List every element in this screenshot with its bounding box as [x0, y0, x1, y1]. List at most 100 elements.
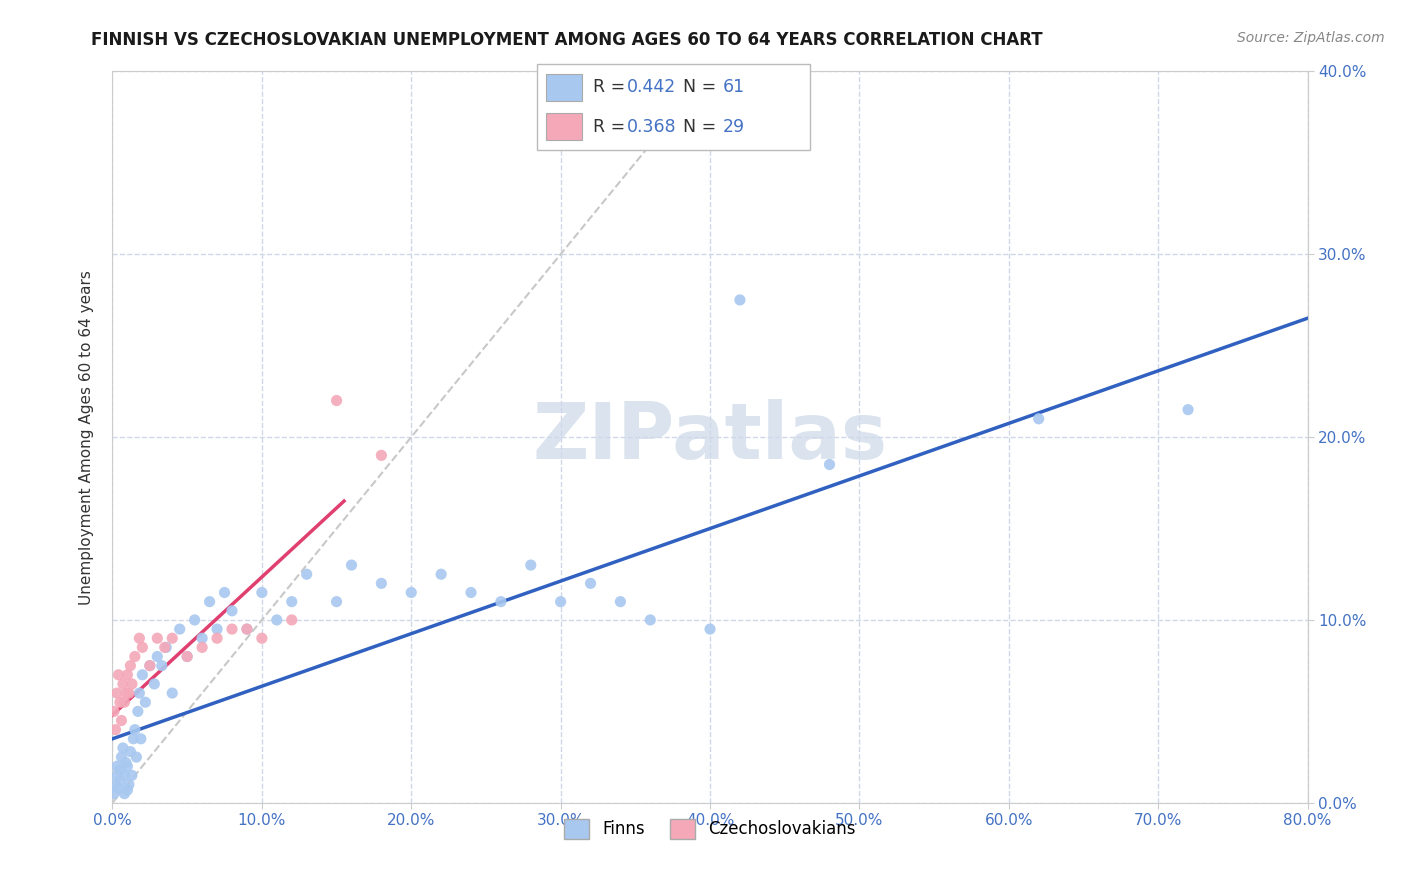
Point: [699, 622, 721, 636]
Text: N =: N =: [683, 78, 723, 95]
Point: [131, 640, 153, 655]
Point: [250, 585, 273, 599]
Point: [120, 658, 142, 673]
Point: [281, 594, 304, 608]
Point: [105, 686, 128, 700]
Point: [579, 576, 602, 591]
Text: 0.442: 0.442: [627, 78, 676, 95]
Text: 29: 29: [723, 118, 745, 136]
Point: [191, 640, 214, 655]
Point: [105, 759, 128, 773]
Point: [128, 632, 150, 646]
Point: [325, 594, 347, 608]
Point: [221, 604, 243, 618]
FancyBboxPatch shape: [537, 64, 810, 150]
Text: ZIPatlas: ZIPatlas: [533, 399, 887, 475]
Point: [520, 558, 543, 573]
Point: [120, 745, 142, 759]
Point: [183, 613, 205, 627]
Y-axis label: Unemployment Among Ages 60 to 64 years: Unemployment Among Ages 60 to 64 years: [79, 269, 94, 605]
Point: [295, 567, 318, 582]
Point: [401, 585, 423, 599]
Point: [110, 714, 132, 728]
Point: [114, 695, 135, 709]
Point: [640, 613, 662, 627]
Point: [122, 731, 145, 746]
Point: [489, 594, 512, 608]
Point: [609, 594, 631, 608]
Point: [105, 768, 128, 782]
Point: [128, 686, 150, 700]
Point: [117, 783, 139, 797]
Point: [107, 781, 129, 796]
Point: [108, 763, 131, 777]
Point: [162, 632, 183, 646]
Point: [103, 787, 125, 801]
Point: [728, 293, 751, 307]
Text: FINNISH VS CZECHOSLOVAKIAN UNEMPLOYMENT AMONG AGES 60 TO 64 YEARS CORRELATION CH: FINNISH VS CZECHOSLOVAKIAN UNEMPLOYMENT …: [91, 31, 1043, 49]
Point: [214, 585, 236, 599]
Point: [340, 558, 363, 573]
Point: [198, 594, 221, 608]
FancyBboxPatch shape: [546, 113, 582, 140]
Point: [111, 740, 134, 755]
Point: [110, 750, 132, 764]
Point: [1177, 402, 1199, 417]
Point: [114, 787, 135, 801]
Point: [143, 677, 166, 691]
Point: [169, 622, 191, 636]
Point: [250, 632, 273, 646]
Point: [134, 695, 156, 709]
Point: [176, 649, 198, 664]
Point: [460, 585, 482, 599]
Point: [117, 759, 139, 773]
Point: [370, 576, 392, 591]
Text: Source: ZipAtlas.com: Source: ZipAtlas.com: [1237, 31, 1385, 45]
Point: [114, 768, 135, 782]
Point: [150, 658, 173, 673]
Point: [205, 622, 228, 636]
Point: [129, 731, 152, 746]
Text: N =: N =: [683, 118, 723, 136]
Point: [111, 677, 134, 691]
Point: [139, 658, 162, 673]
Text: R =: R =: [593, 78, 631, 95]
Point: [325, 393, 347, 408]
Point: [124, 723, 146, 737]
Point: [118, 686, 141, 700]
Point: [176, 649, 198, 664]
Point: [115, 756, 138, 770]
Point: [127, 705, 149, 719]
Point: [818, 458, 841, 472]
Legend: Finns, Czechoslovakians: Finns, Czechoslovakians: [557, 812, 863, 846]
Point: [146, 632, 169, 646]
Point: [104, 723, 127, 737]
Point: [370, 448, 392, 462]
Point: [191, 632, 214, 646]
Point: [121, 768, 143, 782]
Point: [1028, 412, 1050, 426]
Point: [236, 622, 259, 636]
Point: [103, 705, 125, 719]
Point: [281, 613, 304, 627]
FancyBboxPatch shape: [546, 74, 582, 101]
Point: [430, 567, 453, 582]
Point: [124, 649, 146, 664]
Point: [121, 677, 143, 691]
Point: [108, 773, 131, 788]
Point: [266, 613, 288, 627]
Point: [131, 667, 153, 681]
Point: [108, 695, 131, 709]
Point: [550, 594, 572, 608]
Point: [117, 667, 139, 681]
Point: [107, 667, 129, 681]
Point: [104, 778, 127, 792]
Point: [236, 622, 259, 636]
Point: [118, 778, 141, 792]
Text: 0.368: 0.368: [627, 118, 676, 136]
Point: [205, 632, 228, 646]
Point: [155, 640, 177, 655]
Point: [146, 649, 169, 664]
Text: 61: 61: [723, 78, 745, 95]
Point: [139, 658, 162, 673]
